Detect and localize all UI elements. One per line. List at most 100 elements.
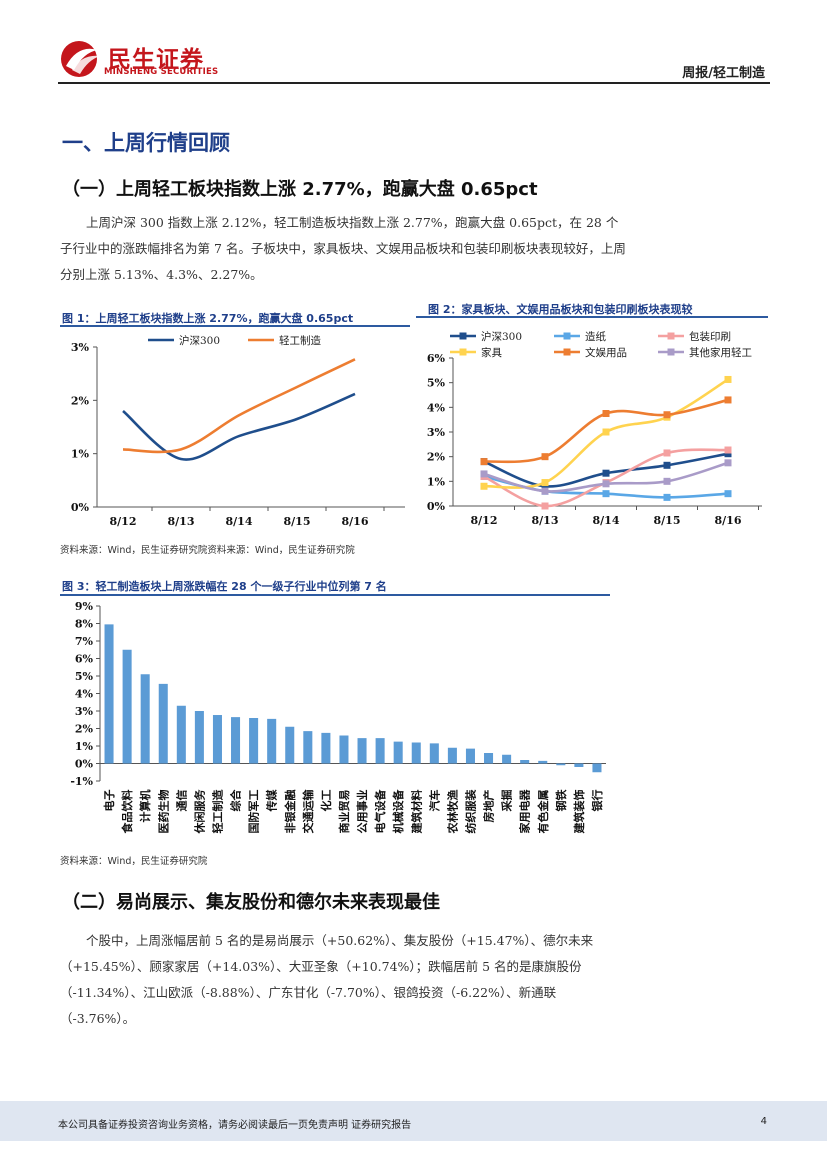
bar xyxy=(465,748,475,764)
y-tick-label: 8% xyxy=(75,618,94,631)
x-tick-label: 电气设备 xyxy=(373,789,387,834)
series-marker xyxy=(602,469,610,477)
paragraph-1: 上周沪深 300 指数上涨 2.12%，轻工制造板块指数上涨 2.77%，跑赢大… xyxy=(60,215,626,282)
series-marker xyxy=(541,482,549,490)
x-tick-label: 轻工制造 xyxy=(210,789,224,834)
bar xyxy=(357,738,367,764)
legend-marker xyxy=(563,348,571,356)
series-marker xyxy=(724,396,732,404)
bar xyxy=(538,760,548,764)
y-tick-label: 3% xyxy=(71,341,90,354)
bar xyxy=(194,711,204,764)
series-marker xyxy=(724,375,732,383)
x-tick-label: 纺织服装 xyxy=(463,790,477,834)
y-tick-label: 1% xyxy=(427,475,446,488)
x-tick-label: 非银金融 xyxy=(283,790,297,834)
y-tick-label: 0% xyxy=(71,501,90,514)
legend-label: 造纸 xyxy=(585,330,606,343)
legend-label: 家具 xyxy=(481,346,502,359)
paragraph-2: 个股中，上周涨幅居前 5 名的是易尚展示（+50.62%）、集友股份（+15.4… xyxy=(60,933,594,1026)
x-tick-label: 食品饮料 xyxy=(120,790,134,834)
series-marker xyxy=(480,470,488,478)
y-tick-label: 5% xyxy=(75,670,94,683)
x-tick-label: 农林牧渔 xyxy=(445,790,459,835)
figure1-title: 图 1：上周轻工板块指数上涨 2.77%，跑赢大盘 0.65pct xyxy=(62,312,354,325)
series-marker xyxy=(663,461,671,469)
x-tick-label: 建筑材料 xyxy=(409,790,423,834)
legend-marker xyxy=(459,348,467,356)
series-marker xyxy=(602,428,610,436)
bar xyxy=(231,717,241,764)
series-marker xyxy=(541,502,549,510)
y-tick-label: 6% xyxy=(427,352,446,365)
bar xyxy=(520,760,530,764)
y-tick-label: -1% xyxy=(70,775,93,788)
series-marker xyxy=(663,477,671,485)
x-tick-label: 化工 xyxy=(319,790,333,812)
bar xyxy=(393,741,403,764)
x-tick-label: 通信 xyxy=(174,790,188,812)
figure2-title: 图 2：家具板块、文娱用品板块和包装印刷板块表现较 xyxy=(428,303,693,316)
x-tick-label: 传媒 xyxy=(265,789,279,813)
bar xyxy=(321,732,331,764)
x-tick-label: 8/15 xyxy=(284,515,311,528)
bar xyxy=(176,705,186,764)
x-tick-label: 房地产 xyxy=(482,790,496,823)
x-tick-label: 8/12 xyxy=(110,515,137,528)
x-tick-label: 电子 xyxy=(102,790,116,812)
legend-marker xyxy=(667,348,675,356)
series-marker xyxy=(602,490,610,498)
x-tick-label: 8/16 xyxy=(715,514,742,527)
logo-chinese-text: 民生证券 xyxy=(108,47,204,73)
x-tick-label: 家用电器 xyxy=(518,789,532,834)
y-tick-label: 2% xyxy=(75,723,94,736)
figure3-title: 图 3：轻工制造板块上周涨跌幅在 28 个一级子行业中位列第 7 名 xyxy=(62,580,387,593)
bar xyxy=(140,674,150,764)
figure3-source: 资料来源：Wind，民生证券研究院 xyxy=(60,856,208,867)
y-tick-label: 1% xyxy=(71,448,90,461)
bar xyxy=(104,624,114,764)
section-title: 一、上周行情回顾 xyxy=(62,131,230,155)
footer-disclaimer: 本公司具备证券投资咨询业务资格，请务必阅读最后一页免责声明 证券研究报告 xyxy=(58,1120,412,1131)
legend-label: 文娱用品 xyxy=(585,346,627,359)
x-tick-label: 机械设备 xyxy=(391,789,405,834)
report-type: 周报/轻工制造 xyxy=(682,66,765,81)
x-tick-label: 8/12 xyxy=(471,514,498,527)
subsection-title-2: （二）易尚展示、集友股份和德尔未来表现最佳 xyxy=(62,892,440,913)
x-tick-label: 8/13 xyxy=(532,514,559,527)
bar xyxy=(267,718,277,764)
x-tick-label: 8/16 xyxy=(342,515,369,528)
series-marker xyxy=(480,458,488,466)
bar xyxy=(556,763,566,766)
series-marker xyxy=(724,459,732,467)
y-tick-label: 9% xyxy=(75,600,94,613)
series-marker xyxy=(602,410,610,417)
figure12-source: 资料来源：Wind，民生证券研究院资料来源：Wind，民生证券研究院 xyxy=(60,545,355,556)
bar xyxy=(303,731,313,764)
bar xyxy=(158,683,168,764)
minsheng-logo-icon xyxy=(61,41,100,77)
legend-marker xyxy=(563,332,571,340)
bar xyxy=(285,726,295,764)
x-tick-label: 交通运输 xyxy=(301,789,315,834)
series-line xyxy=(122,358,356,454)
series-marker xyxy=(602,480,610,488)
x-tick-label: 国防军工 xyxy=(247,790,261,834)
series-marker xyxy=(480,482,488,490)
bar xyxy=(339,735,349,764)
series-marker xyxy=(541,479,549,487)
x-tick-label: 有色金属 xyxy=(536,790,550,834)
y-tick-label: 4% xyxy=(427,401,446,414)
y-tick-label: 4% xyxy=(75,688,94,701)
series-marker xyxy=(541,453,549,461)
x-tick-label: 8/13 xyxy=(168,515,195,528)
bar xyxy=(592,763,602,773)
bar xyxy=(411,742,421,764)
header-divider xyxy=(58,82,770,84)
logo-english-text: MINSHENG SECURITIES xyxy=(104,67,219,77)
bar xyxy=(484,753,494,764)
x-tick-label: 8/14 xyxy=(593,514,620,527)
series-marker xyxy=(724,490,732,498)
series-marker xyxy=(663,493,671,501)
legend-label: 沪深300 xyxy=(179,334,220,347)
